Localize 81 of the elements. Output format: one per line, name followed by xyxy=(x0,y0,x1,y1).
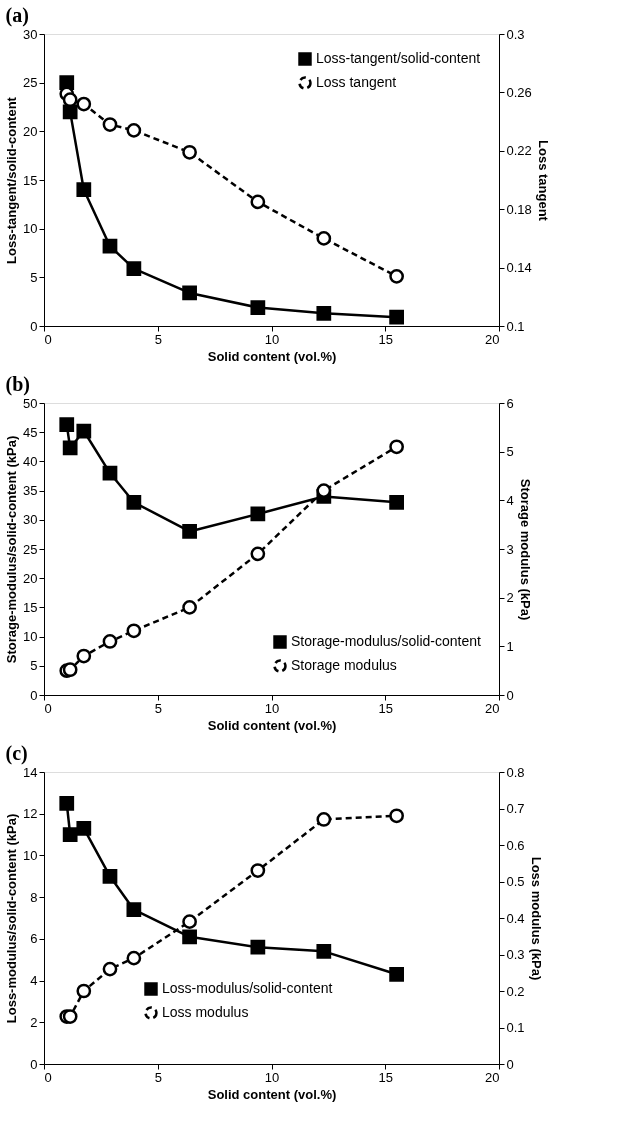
x-tick-label: 0 xyxy=(44,1069,52,1085)
x-axis-title: Solid content (vol.%) xyxy=(207,717,337,733)
legend-label: Loss tangent xyxy=(316,74,397,90)
x-tick-label: 20 xyxy=(485,700,500,716)
y-tick-label: 40 xyxy=(23,453,38,469)
y2-tick-label: 1 xyxy=(506,638,514,654)
x-axis-title: Solid content (vol.%) xyxy=(207,1086,337,1102)
y-tick-label: 12 xyxy=(23,806,38,822)
y-tick-label: 15 xyxy=(23,599,38,615)
y2-tick-label: 0.26 xyxy=(506,84,532,100)
y-tick-label: 20 xyxy=(23,570,38,586)
y-tick-label: 4 xyxy=(30,973,38,989)
y2-axis-title: Storage modulus (kPa) xyxy=(517,478,533,621)
y2-tick-label: 6 xyxy=(506,395,514,411)
y-tick-label: 50 xyxy=(23,395,38,411)
y2-tick-label: 5 xyxy=(506,444,514,460)
y-tick-label: 8 xyxy=(30,889,38,905)
x-tick-label: 15 xyxy=(378,700,393,716)
y-axis-title: Loss-tangent/solid-content xyxy=(4,96,20,264)
legend-label: Storage-modulus/solid-content xyxy=(291,633,481,649)
y-tick-label: 6 xyxy=(30,931,38,947)
x-tick-label: 20 xyxy=(485,331,500,347)
y2-tick-label: 0.22 xyxy=(506,143,532,159)
y2-tick-label: 0.3 xyxy=(506,26,525,42)
y2-tick-label: 0.3 xyxy=(506,947,525,962)
y-axis-title: Storage-modulus/solid-content (kPa) xyxy=(4,435,20,664)
x-tick-label: 5 xyxy=(154,1069,162,1085)
y-tick-label: 10 xyxy=(23,847,38,863)
y-tick-label: 15 xyxy=(23,172,38,188)
y2-tick-label: 0.7 xyxy=(506,801,525,816)
y2-tick-label: 0 xyxy=(506,687,514,703)
chart-title: (a) xyxy=(5,4,29,27)
y2-tick-label: 0.6 xyxy=(506,837,525,853)
y2-tick-label: 0.14 xyxy=(506,260,532,276)
chart-title: (b) xyxy=(5,373,30,396)
y2-axis-title: Loss modulus (kPa) xyxy=(528,856,544,981)
y2-tick-label: 0 xyxy=(506,1056,514,1072)
y2-axis-title: Loss tangent xyxy=(535,140,551,222)
y-tick-label: 0 xyxy=(30,318,38,334)
y-tick-label: 10 xyxy=(23,221,38,237)
y2-tick-label: 0.1 xyxy=(506,318,525,334)
legend-label: Storage modulus xyxy=(291,657,397,673)
y-tick-label: 30 xyxy=(23,26,38,42)
y2-tick-label: 0.5 xyxy=(506,874,525,889)
y2-tick-label: 0.1 xyxy=(506,1020,525,1035)
y-tick-label: 30 xyxy=(23,512,38,528)
x-tick-label: 10 xyxy=(264,331,280,347)
x-tick-label: 5 xyxy=(154,700,162,716)
x-tick-label: 15 xyxy=(378,1069,393,1085)
y-tick-label: 0 xyxy=(30,1056,38,1072)
chart-title: (c) xyxy=(5,742,28,765)
x-tick-label: 0 xyxy=(44,331,52,347)
y-tick-label: 25 xyxy=(23,541,38,557)
y-tick-label: 2 xyxy=(30,1014,38,1030)
legend-label: Loss-tangent/solid-content xyxy=(316,50,481,66)
y-tick-label: 0 xyxy=(30,687,38,703)
y-tick-label: 5 xyxy=(30,658,38,674)
x-tick-label: 0 xyxy=(44,700,52,716)
y-tick-label: 45 xyxy=(23,424,38,440)
y-axis-title: Loss-modulus/solid-content (kPa) xyxy=(4,813,20,1024)
y2-tick-label: 0.4 xyxy=(506,910,525,926)
legend-label: Loss-modulus/solid-content xyxy=(162,980,333,996)
legend-label: Loss modulus xyxy=(162,1004,249,1020)
x-tick-label: 15 xyxy=(378,331,393,347)
x-tick-label: 10 xyxy=(264,1069,280,1085)
y2-tick-label: 0.2 xyxy=(506,983,525,999)
x-axis-title: Solid content (vol.%) xyxy=(207,348,337,364)
y-tick-label: 5 xyxy=(30,269,38,285)
x-tick-label: 10 xyxy=(264,700,280,716)
y2-tick-label: 3 xyxy=(506,541,514,557)
y-tick-label: 25 xyxy=(23,75,38,91)
y-tick-label: 20 xyxy=(23,123,38,139)
x-tick-label: 5 xyxy=(154,331,162,347)
y-tick-label: 10 xyxy=(23,629,38,645)
y2-tick-label: 2 xyxy=(506,590,514,606)
x-tick-label: 20 xyxy=(485,1069,500,1085)
y-tick-label: 14 xyxy=(23,764,38,780)
y2-tick-label: 4 xyxy=(506,492,514,508)
y-tick-label: 35 xyxy=(23,483,38,499)
y2-tick-label: 0.18 xyxy=(506,201,532,217)
y2-tick-label: 0.8 xyxy=(506,764,525,780)
